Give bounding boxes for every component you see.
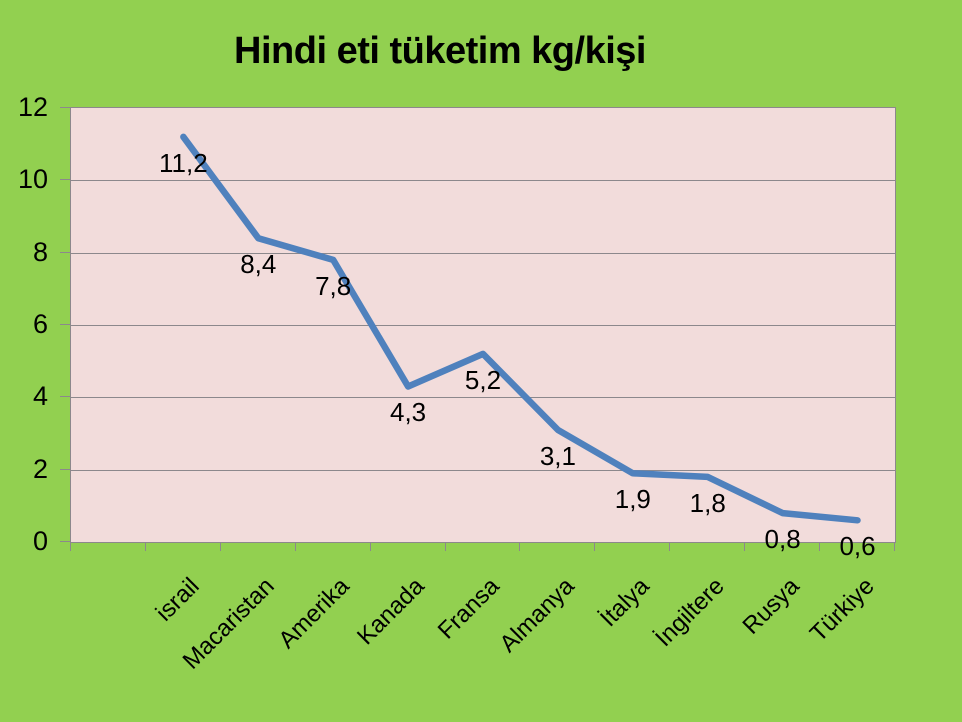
data-label: 7,8 <box>315 270 352 301</box>
data-label: 3,1 <box>539 440 576 471</box>
x-axis-tick <box>144 542 146 551</box>
y-axis-tick <box>60 468 70 470</box>
y-axis-tick <box>60 324 70 325</box>
x-axis-tick <box>669 542 671 551</box>
y-axis-tick-label: 4 <box>32 381 48 412</box>
y-axis-tick-label: 0 <box>32 526 48 556</box>
line-series <box>180 133 861 524</box>
x-axis-tick <box>519 542 521 551</box>
x-axis-tick <box>894 542 895 551</box>
data-label: 1,9 <box>614 484 651 515</box>
data-label: 0,8 <box>764 524 801 555</box>
gridline <box>71 325 895 326</box>
series-line <box>180 133 861 524</box>
y-axis-tick <box>60 107 70 108</box>
y-axis-tick <box>60 541 70 542</box>
y-axis-tick-label: 12 <box>17 92 48 122</box>
gridline <box>71 180 895 182</box>
x-axis-tick <box>219 542 221 551</box>
y-axis-tick-label: 8 <box>32 236 48 267</box>
y-axis-tick <box>60 396 70 398</box>
chart-title: Hindi eti tüketim kg/kişi <box>234 30 646 72</box>
data-label: 0,6 <box>839 531 876 562</box>
x-axis-tick <box>369 542 371 551</box>
data-label: 11,2 <box>159 147 208 178</box>
data-label: 8,4 <box>240 249 277 280</box>
x-axis-category-label: israil <box>151 572 206 627</box>
gridline <box>71 469 895 471</box>
plot-area: 11,2 8,4 7,8 4,3 5,2 3,1 1,9 1,8 0,8 0,6 <box>70 107 896 560</box>
data-label: 4,3 <box>390 397 427 428</box>
y-axis-tick-label: 6 <box>32 309 48 339</box>
y-axis-tick-label: 10 <box>17 164 48 195</box>
y-axis-tick-label: 2 <box>32 453 48 484</box>
x-axis-tick <box>744 542 746 551</box>
x-axis-tick <box>444 542 446 551</box>
y-axis-tick <box>60 251 70 253</box>
x-axis-tick <box>594 542 596 551</box>
data-label: 1,8 <box>689 487 726 518</box>
x-axis-tick <box>819 542 821 551</box>
data-label: 5,2 <box>464 364 502 395</box>
x-axis-tick <box>294 542 296 551</box>
x-axis-tick <box>70 542 71 551</box>
gridline <box>71 397 895 399</box>
y-axis-tick <box>60 179 70 181</box>
gridline <box>71 252 895 254</box>
